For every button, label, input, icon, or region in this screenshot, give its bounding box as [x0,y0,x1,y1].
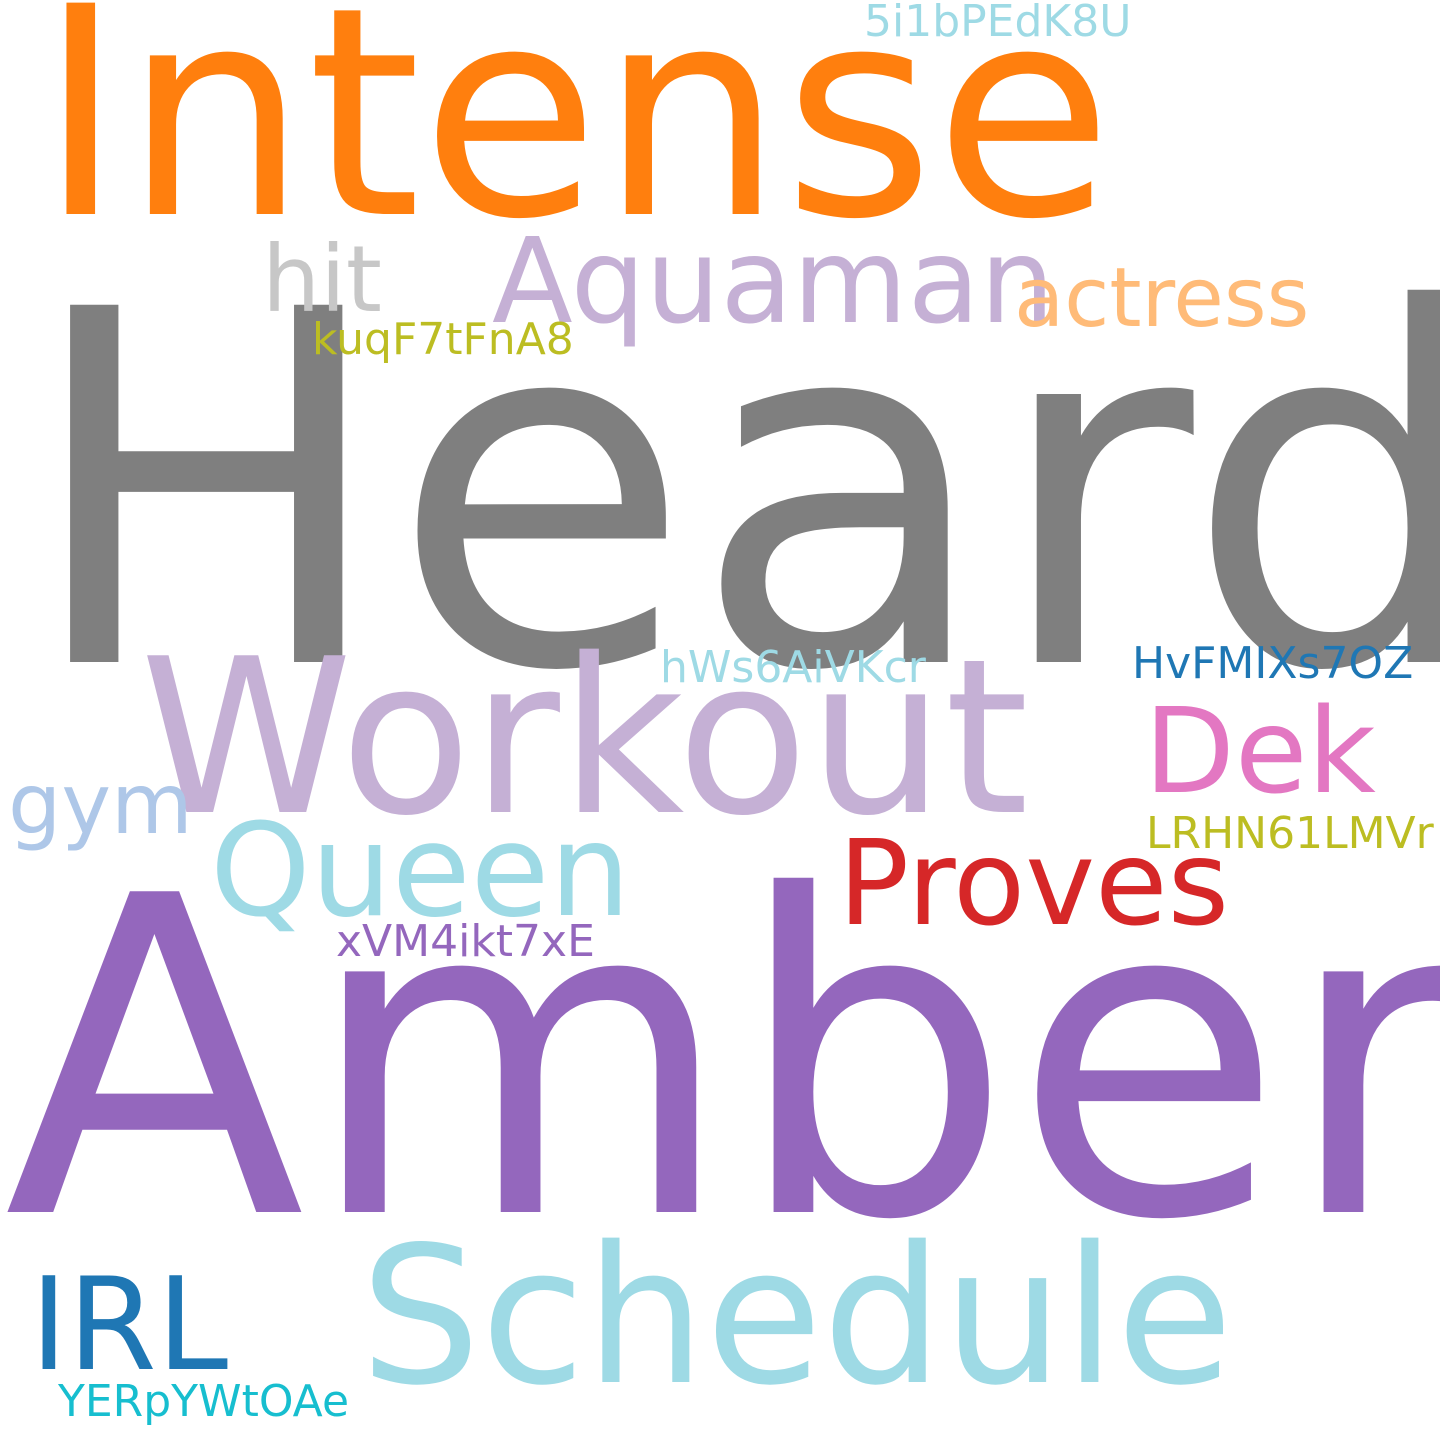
word-kuqF7tFnA8: kuqF7tFnA8 [312,314,574,365]
word-aquaman: Aquaman [492,212,1055,350]
word-gym: gym [8,755,193,853]
word-heard: Heard [22,207,1440,778]
word-5i1bPEdK8U: 5i1bPEdK8U [864,0,1132,47]
word-IRL: IRL [30,1251,228,1400]
word-queen: Queen [210,797,631,946]
word-LRHN61LMVr: LRHN61LMVr [1146,808,1434,859]
word-amber: Amber [4,804,1440,1316]
word-xVM4ikt7xE: xVM4ikt7xE [336,916,595,967]
word-workout: Workout [140,612,1029,863]
word-hit: hit [262,226,382,333]
word-YERpYWtOAe: YERpYWtOAe [58,1376,350,1427]
word-HvFMIXs7OZ: HvFMIXs7OZ [1132,638,1414,689]
word-intense: Intense [38,0,1113,283]
word-proves: Proves [838,814,1230,952]
word-schedule: Schedule [360,1206,1234,1427]
word-dek: Dek [1144,682,1376,820]
word-hWs6AiVKcr: hWs6AiVKcr [660,642,926,693]
word-actress: actress [1014,251,1310,346]
